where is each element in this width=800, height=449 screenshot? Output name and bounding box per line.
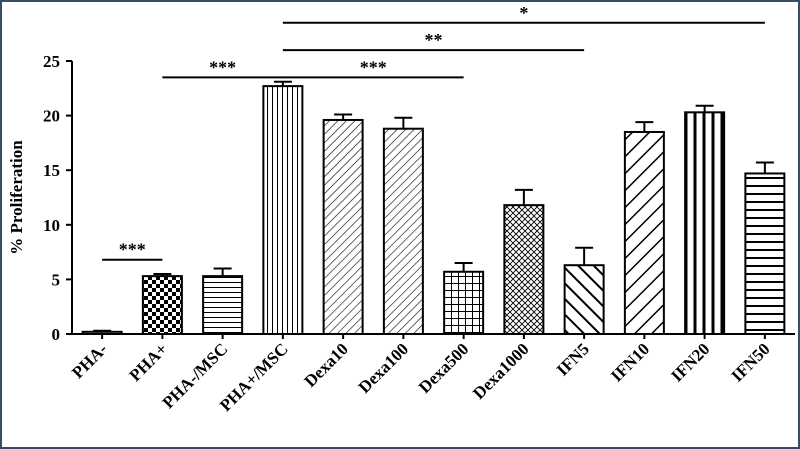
x-tick-label: IFN50 — [728, 339, 774, 385]
x-tick-label: Dexa1000 — [469, 339, 533, 403]
x-tick-label: Dexa100 — [355, 339, 413, 397]
y-tick-label: 10 — [43, 216, 60, 235]
y-tick-label: 20 — [43, 107, 60, 126]
y-tick-label: 0 — [52, 325, 61, 344]
bar-IFN50 — [744, 172, 786, 335]
x-tick-label: PHA+ — [126, 339, 172, 385]
bar-IFN5 — [563, 264, 605, 336]
significance-label: ** — [425, 30, 443, 50]
x-tick-label: Dexa500 — [415, 339, 473, 397]
x-tick-label: IFN10 — [607, 339, 653, 385]
x-tick-label: Dexa10 — [300, 339, 351, 390]
bar-IFN20 — [684, 111, 726, 335]
bar-PHA-/MSC — [202, 275, 244, 335]
significance-label: *** — [209, 57, 236, 77]
bar-Dexa100 — [382, 127, 424, 335]
y-tick-label: 25 — [43, 52, 60, 71]
y-axis-label: % Proliferation — [7, 140, 26, 255]
bar-PHA- — [81, 330, 123, 336]
bar-Dexa10 — [322, 118, 364, 335]
bar-IFN10 — [623, 130, 665, 335]
x-tick-label: PHA- — [68, 339, 111, 382]
significance-label: *** — [119, 240, 146, 260]
x-tick-label: IFN5 — [553, 339, 593, 379]
x-tick-label: IFN20 — [667, 339, 713, 385]
bar-PHA+ — [141, 275, 183, 335]
y-tick-label: 15 — [43, 161, 60, 180]
y-tick-label: 5 — [52, 270, 61, 289]
significance-label: *** — [360, 57, 387, 77]
significance-label: * — [519, 3, 528, 23]
bar-Dexa500 — [443, 270, 485, 336]
bar-Dexa1000 — [503, 204, 545, 335]
bar-PHA+/MSC — [262, 85, 304, 335]
